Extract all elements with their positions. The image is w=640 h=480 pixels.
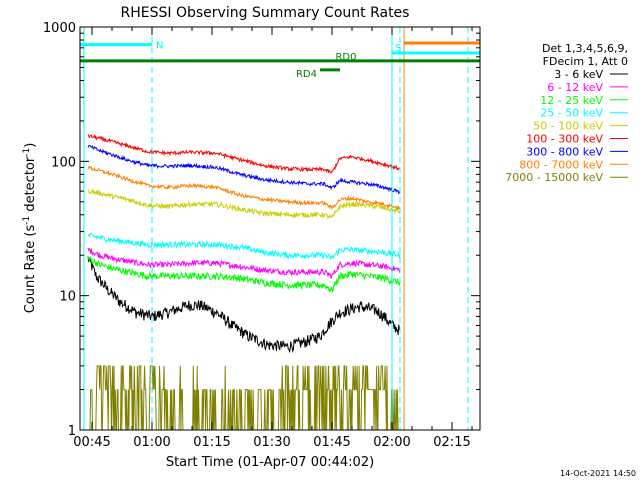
series-line-5 (87, 133, 401, 174)
x-tick-label-2: 01:15 (193, 435, 230, 450)
y-axis-label: Count Rate (s-1 detector-1) (22, 143, 38, 314)
series-line-2 (87, 256, 401, 294)
plot-frame (79, 26, 481, 431)
footer-date: 14-Oct-2021 14:50 (560, 469, 636, 478)
legend-label-5: 100 - 300 keV (526, 133, 603, 146)
y-tick-label-2: 100 (51, 155, 76, 170)
x-tick-label-3: 01:30 (253, 435, 290, 450)
series-line-0 (87, 256, 401, 354)
legend-label-7: 800 - 7000 keV (519, 158, 603, 171)
segment-bar-label-0: N (156, 41, 163, 52)
legend-label-0: 3 - 6 keV (554, 68, 603, 81)
legend: Det 1,3,4,5,6,9, FDecim 1, Att 0 3 - 6 k… (505, 42, 628, 184)
axes: 00:45 01:00 01:15 01:30 01:45 02:00 02:15 1 10 10… (43, 21, 480, 450)
series-line-6 (87, 144, 401, 195)
legend-label-3: 25 - 50 keV (540, 107, 603, 120)
segment-bar-label-3: RD0 (335, 52, 356, 63)
x-axis-label: Start Time (01-Apr-07 00:44:02) (166, 455, 374, 470)
x-tick-label-6: 02:15 (433, 435, 470, 450)
y-label-sup2: -1 (22, 148, 32, 157)
segment-bar-label-1: S (395, 43, 401, 54)
x-tick-label-5: 02:00 (373, 435, 410, 450)
legend-label-6: 300 - 800 keV (526, 145, 603, 158)
legend-header-line-1: Det 1,3,4,5,6,9, (542, 42, 628, 55)
segment-bars: N S RD0 RD4 (80, 41, 480, 80)
legend-label-4: 50 - 100 keV (533, 120, 603, 133)
plot-lines (87, 133, 401, 431)
x-tick-label-0: 00:45 (73, 435, 110, 450)
legend-label-1: 6 - 12 keV (547, 81, 603, 94)
series-line-4 (87, 189, 401, 220)
legend-label-8: 7000 - 15000 keV (505, 171, 603, 184)
x-tick-label-1: 01:00 (133, 435, 170, 450)
y-tick-label-0: 1 (68, 424, 76, 439)
vertical-markers (83, 27, 469, 430)
y-label-prefix: Count Rate (s (23, 225, 38, 314)
series-line-1 (87, 247, 401, 279)
series-line-7 (87, 164, 401, 211)
y-tick-label-3: 1000 (43, 21, 76, 36)
x-tick-label-4: 01:45 (313, 435, 350, 450)
legend-label-2: 12 - 25 keV (540, 94, 603, 107)
y-tick-label-1: 10 (59, 290, 76, 305)
chart-title: RHESSI Observing Summary Count Rates (121, 5, 410, 21)
legend-header-line-2: FDecim 1, Att 0 (543, 55, 628, 68)
y-label-suffix: ) (23, 143, 38, 148)
segment-bar-label-4: RD4 (296, 69, 317, 80)
series-line-3 (87, 232, 401, 261)
y-label-sup1: -1 (22, 216, 32, 225)
series-line-8 (88, 365, 400, 431)
y-label-mid: detector (23, 156, 38, 216)
